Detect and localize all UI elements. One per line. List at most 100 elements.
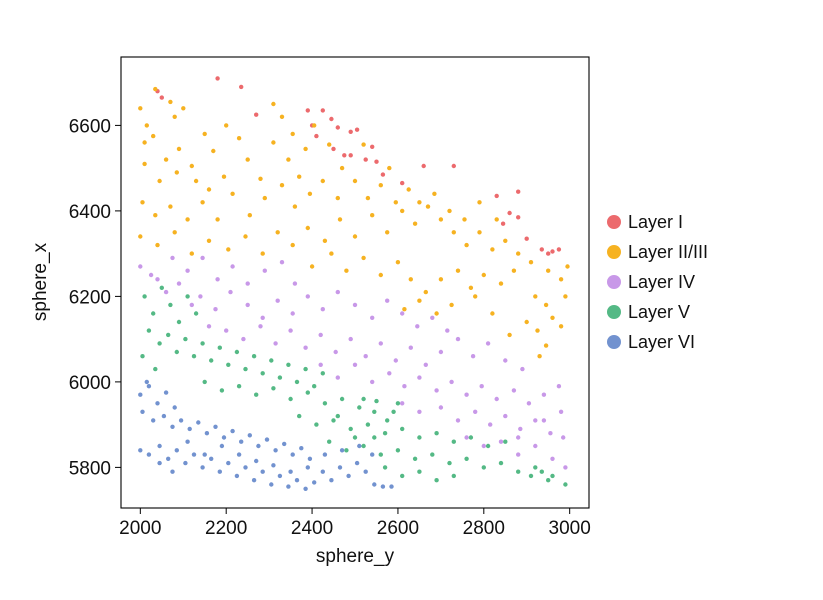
point-series-4-6 <box>151 418 156 423</box>
point-series-2-71 <box>518 426 523 432</box>
point-series-3-11 <box>183 336 188 342</box>
point-series-1-93 <box>507 332 512 338</box>
point-series-1-52 <box>275 230 280 235</box>
point-series-1-88 <box>533 294 538 299</box>
point-series-3-54 <box>503 439 508 444</box>
point-series-2-67 <box>455 418 461 423</box>
legend-marker-0 <box>607 215 621 229</box>
point-series-1-68 <box>503 238 508 243</box>
point-series-1-119 <box>494 217 499 222</box>
point-series-1-27 <box>153 213 158 218</box>
point-series-2-51 <box>370 379 375 385</box>
point-series-3-74 <box>451 473 456 479</box>
point-series-3-47 <box>382 431 388 436</box>
point-series-1-108 <box>312 123 317 128</box>
point-series-2-54 <box>417 375 422 380</box>
legend: Layer I Layer II/III Layer IV Layer V Layer … <box>607 212 708 352</box>
point-series-0-18 <box>374 159 379 164</box>
point-series-4-17 <box>247 433 252 438</box>
point-series-0-23 <box>494 193 499 199</box>
point-series-4-62 <box>271 463 276 468</box>
point-series-1-104 <box>271 101 276 107</box>
point-series-3-3 <box>168 302 173 308</box>
point-series-3-12 <box>191 354 197 359</box>
point-series-1-110 <box>339 165 345 171</box>
point-series-2-52 <box>387 371 392 376</box>
point-series-1-3 <box>181 106 186 111</box>
point-series-3-24 <box>294 379 300 385</box>
point-series-1-53 <box>290 242 295 248</box>
point-series-2-59 <box>494 396 499 402</box>
point-series-3-68 <box>550 473 555 479</box>
y-tick-label-2: 6200 <box>69 287 111 308</box>
point-series-3-79 <box>372 409 377 414</box>
point-series-1-69 <box>516 251 521 256</box>
point-series-2-6 <box>230 264 235 269</box>
point-series-2-65 <box>417 409 422 414</box>
point-series-2-41 <box>423 362 428 367</box>
point-series-3-34 <box>271 386 276 391</box>
point-series-2-60 <box>511 388 517 393</box>
point-series-4-38 <box>251 478 257 483</box>
point-series-3-51 <box>451 439 456 444</box>
point-series-1-98 <box>417 298 422 303</box>
point-series-2-38 <box>378 341 383 346</box>
point-series-3-53 <box>485 443 491 449</box>
point-series-3-5 <box>185 294 190 299</box>
point-series-1-73 <box>565 264 570 269</box>
point-series-4-27 <box>157 443 162 449</box>
point-series-2-48 <box>318 362 323 367</box>
y-axis: 5800 6000 6200 6400 6600 <box>69 116 121 479</box>
point-series-1-32 <box>230 191 235 196</box>
point-series-1-49 <box>226 247 231 252</box>
point-series-4-18 <box>256 443 261 449</box>
point-series-3-36 <box>305 390 310 395</box>
point-series-3-27 <box>320 371 325 376</box>
point-series-3-21 <box>269 358 274 363</box>
point-series-0-6 <box>320 108 325 113</box>
point-series-2-23 <box>385 298 390 303</box>
point-series-4-12 <box>204 431 210 436</box>
point-series-3-38 <box>339 396 345 402</box>
point-series-1-118 <box>477 200 482 205</box>
point-series-3-37 <box>322 401 328 406</box>
point-series-2-4 <box>200 255 205 261</box>
point-series-3-76 <box>539 469 544 474</box>
point-series-4-51 <box>363 469 368 474</box>
point-series-4-50 <box>354 460 360 466</box>
point-series-1-66 <box>477 230 482 235</box>
point-series-1-81 <box>423 289 428 295</box>
point-series-3-41 <box>391 409 396 414</box>
point-series-1-47 <box>189 251 194 256</box>
point-series-0-30 <box>546 251 551 256</box>
point-series-4-1 <box>146 384 152 389</box>
point-series-3-58 <box>378 452 383 457</box>
point-series-1-87 <box>511 268 517 273</box>
point-series-2-18 <box>305 294 310 299</box>
legend-marker-2 <box>607 275 621 289</box>
point-series-4-22 <box>290 452 295 457</box>
point-series-1-4 <box>144 123 149 128</box>
point-series-2-40 <box>408 345 413 350</box>
point-series-2-26 <box>430 315 435 320</box>
point-series-3-16 <box>226 362 231 367</box>
point-series-2-81 <box>563 465 568 470</box>
point-series-1-59 <box>385 230 390 235</box>
point-series-1-83 <box>455 268 461 273</box>
point-series-2-27 <box>445 328 450 333</box>
point-series-1-51 <box>260 251 265 256</box>
point-series-4-20 <box>273 448 278 453</box>
point-series-1-116 <box>447 208 452 214</box>
point-series-1-91 <box>543 302 549 308</box>
legend-label-4: Layer VI <box>628 332 695 352</box>
point-series-4-41 <box>277 473 283 479</box>
point-series-1-95 <box>473 294 478 299</box>
point-series-3-6 <box>193 311 199 316</box>
point-series-4-58 <box>202 452 207 457</box>
point-series-4-53 <box>380 484 386 489</box>
point-series-4-24 <box>307 456 313 461</box>
point-series-2-2 <box>170 255 175 261</box>
point-series-2-39 <box>393 358 398 363</box>
point-series-1-25 <box>297 174 302 179</box>
